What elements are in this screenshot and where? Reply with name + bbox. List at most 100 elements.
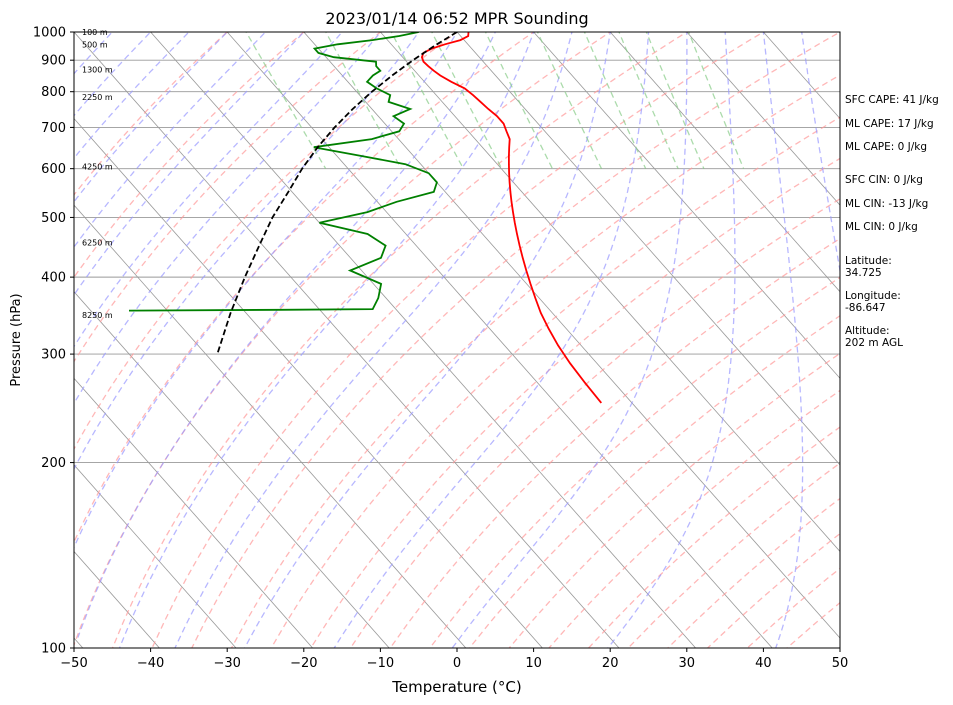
- dry-adiabat-line: [270, 116, 840, 648]
- moist-adiabat-line: [74, 32, 382, 405]
- dry-adiabat-line: [74, 32, 535, 544]
- dry-adiabat-line: [74, 32, 459, 451]
- x-tick-label: −40: [137, 656, 164, 671]
- dry-adiabat-line: [389, 237, 840, 648]
- dry-adiabat-line: [191, 32, 840, 648]
- y-tick-label: 300: [41, 348, 66, 363]
- height-label: 100 m: [82, 28, 108, 37]
- height-label: 500 m: [82, 40, 108, 49]
- x-tick-label: 40: [755, 656, 772, 671]
- dry-adiabat-line: [74, 32, 229, 196]
- isotherm-line: [150, 32, 697, 648]
- mixing-ratio-line: [390, 32, 464, 169]
- temperature-profile-line: [420, 32, 602, 404]
- height-label: 2250 m: [82, 93, 113, 102]
- isotherm-line: [609, 32, 840, 293]
- moist-adiabat-line: [451, 32, 688, 648]
- moist-adiabat-line: [118, 32, 535, 648]
- isotherm-line: [533, 32, 840, 379]
- mixing-ratio-line: [645, 32, 705, 169]
- moist-adiabat-line: [74, 32, 458, 549]
- chart-title: 2023/01/14 06:52 MPR Sounding: [325, 9, 588, 28]
- y-tick-label: 600: [41, 162, 66, 177]
- isotherm-line: [74, 550, 160, 648]
- y-tick-label: 1000: [33, 26, 66, 41]
- height-label: 8250 m: [82, 311, 113, 320]
- mixing-ratio-line: [325, 32, 402, 170]
- dry-adiabat-line: [74, 32, 305, 279]
- isotherm-line: [74, 377, 314, 648]
- dry-adiabat-line: [74, 32, 382, 363]
- moist-adiabat-line: [74, 32, 190, 160]
- mixing-ratio-line: [431, 32, 503, 169]
- dry-adiabat-line: [707, 532, 840, 648]
- dry-adiabat-line: [468, 314, 840, 648]
- height-label: 6250 m: [82, 239, 113, 248]
- y-tick-label: 400: [41, 271, 66, 286]
- dry-adiabat-line: [548, 389, 840, 648]
- y-tick-label: 900: [41, 54, 66, 69]
- moist-adiabat-line: [607, 32, 736, 648]
- isotherm-line: [74, 464, 237, 648]
- moist-adiabat-line: [762, 32, 804, 648]
- dry-adiabat-line: [310, 157, 840, 648]
- background-lines: [74, 32, 840, 648]
- sounding-parameter-text: ML CIN: -13 J/kg: [845, 198, 929, 210]
- moist-adiabat-line: [74, 32, 152, 117]
- x-tick-label: 10: [525, 656, 542, 671]
- moist-adiabat-line: [243, 32, 611, 648]
- moist-adiabat-line: [333, 32, 650, 648]
- isotherm-line: [74, 117, 543, 648]
- y-tick-label: 800: [41, 85, 66, 100]
- moist-adiabat-line: [801, 32, 840, 275]
- mixing-ratio-line: [536, 32, 603, 169]
- moist-adiabat-line: [174, 32, 573, 648]
- y-tick-label: 700: [41, 121, 66, 136]
- mixing-ratio-line: [583, 32, 647, 169]
- moist-adiabat-line: [74, 32, 229, 203]
- y-tick-label: 500: [41, 211, 66, 226]
- height-label: 4250 m: [82, 162, 113, 171]
- dry-adiabat-line: [667, 497, 840, 648]
- y-tick-label: 200: [41, 456, 66, 471]
- dry-adiabat-line: [111, 32, 689, 648]
- moist-adiabat-line: [77, 32, 497, 638]
- moist-adiabat-line: [74, 32, 420, 471]
- dry-adiabat-line: [627, 462, 840, 648]
- mixing-ratio-line: [484, 32, 553, 169]
- isotherm-line: [74, 204, 467, 648]
- dry-adiabat-line: [151, 32, 765, 648]
- dry-adiabat-line: [429, 276, 840, 648]
- x-tick-label: −10: [367, 656, 394, 671]
- x-axis-label: Temperature (°C): [391, 678, 521, 696]
- isotherm-line: [74, 291, 390, 648]
- x-tick-label: 50: [832, 656, 849, 671]
- sounding-parameter-text: Latitude: 34.725: [845, 255, 892, 279]
- axis-ticks: −50 −40 −30 −20 −10 0 10 20 30 40 50 1000 900 800 700 6…: [33, 26, 848, 672]
- isotherm-line: [379, 32, 840, 553]
- height-labels: 100 m 500 m 1300 m 2250 m 4250 m 6250 m 8250 m: [82, 28, 113, 320]
- x-tick-label: 30: [679, 656, 696, 671]
- dry-adiabat-line: [230, 74, 840, 648]
- sounding-series: [128, 32, 602, 404]
- x-tick-label: 0: [453, 656, 461, 671]
- sounding-parameter-text: SFC CAPE: 41 J/kg: [845, 94, 939, 106]
- x-tick-label: −50: [60, 656, 87, 671]
- isotherm-line: [303, 32, 840, 639]
- moist-adiabat-line: [74, 32, 305, 296]
- sounding-parameter-text: Altitude: 202 m AGL: [845, 325, 903, 349]
- y-tick-label: 100: [41, 642, 66, 657]
- x-tick-label: 20: [602, 656, 619, 671]
- sounding-parameter-text: ML CIN: 0 J/kg: [845, 221, 918, 233]
- moist-adiabat-line: [74, 32, 114, 75]
- height-label: 1300 m: [82, 65, 113, 74]
- moist-adiabat-line: [74, 32, 267, 249]
- sounding-parameter-text: ML CAPE: 0 J/kg: [845, 141, 928, 153]
- isotherm-line: [74, 32, 620, 648]
- x-tick-label: −20: [290, 656, 317, 671]
- y-axis-label: Pressure (hPa): [9, 293, 24, 386]
- sounding-parameter-text: ML CAPE: 17 J/kg: [845, 118, 934, 130]
- isotherm-line: [226, 32, 773, 648]
- isotherm-line: [686, 32, 840, 206]
